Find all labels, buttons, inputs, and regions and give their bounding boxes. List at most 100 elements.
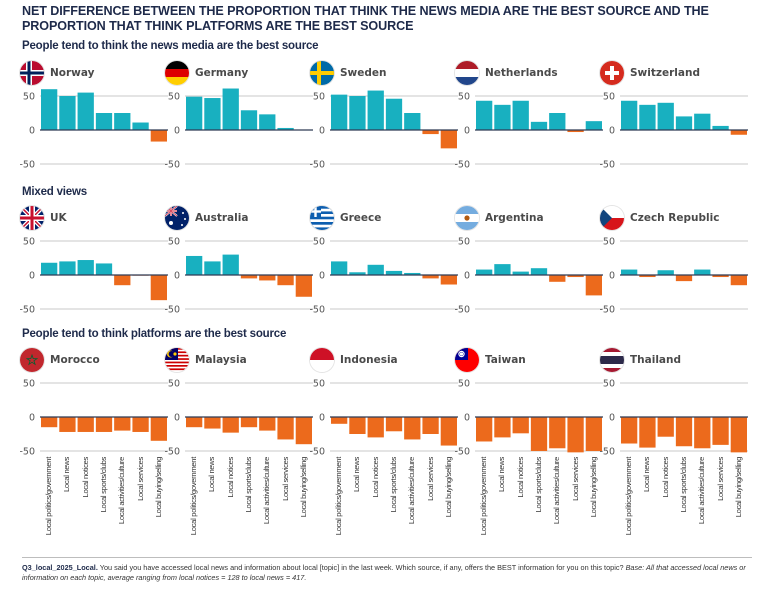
x-tick-label: Local services [425,457,435,501]
bar-local-services [422,275,439,279]
x-tick-label: Local activities/culture [262,457,272,525]
country-header: Thailand [600,347,681,373]
bar-local-notices [512,271,529,275]
footnote-question: You said you have accessed local news an… [97,563,626,572]
footnote: Q3_local_2025_Local. You said you have a… [22,563,752,583]
y-tick-label: 50 [458,237,470,248]
y-tick-label: 50 [458,379,470,390]
bar-local-activities-culture [694,417,711,449]
y-tick-label: -50 [455,447,470,458]
x-tick-label: Local politics/government [189,457,199,536]
country-panel-norway: Norway 50 0 -50 [20,60,170,170]
y-tick-label: 50 [313,92,325,103]
bar-local-news [59,96,76,130]
country-name: Switzerland [630,67,700,79]
bar-local-buying-selling [440,275,457,285]
bar-chart: 50 0 -50 [600,379,748,458]
y-tick-label: -50 [600,305,615,316]
y-tick-label: 50 [313,237,325,248]
y-tick-label: -50 [310,305,325,316]
bar-local-activities-culture [259,114,276,130]
bar-chart: 50 0 -50 [20,237,168,315]
x-tick-label: Local buying/selling [588,457,598,518]
bar-local-news [59,261,76,275]
y-tick-label: 50 [23,237,35,248]
bar-local-politics-government [186,417,203,428]
x-tick-label: Local services [135,457,145,501]
bar-local-news [204,98,221,130]
bar-local-services [132,122,149,130]
bar-local-buying-selling [730,417,747,453]
bar-local-activities-culture [549,113,566,130]
bar-local-buying-selling [295,275,312,297]
bar-local-buying-selling [150,275,167,301]
bar-local-news [59,417,76,432]
bar-local-politics-government [621,100,638,130]
y-tick-label: 0 [174,413,180,424]
y-tick-label: 50 [603,92,615,103]
x-tick-label: Local sports/clubs [244,457,253,513]
bar-local-activities-culture [114,417,131,431]
y-tick-label: -50 [165,447,180,458]
x-tick-label: Local services [280,457,290,501]
bar-local-notices [657,102,674,130]
bar-local-activities-culture [114,113,131,130]
country-panel-greece: Greece 50 0 -50 [310,205,460,315]
bar-local-buying-selling [730,130,747,135]
bar-local-buying-selling [150,130,167,142]
bar-local-notices [512,417,529,434]
country-name: UK [50,212,67,224]
bar-local-activities-culture [694,113,711,130]
x-tick-label: Local notices [660,457,670,498]
bar-chart: 50 0 -50 [455,379,603,458]
x-tick-label: Local notices [80,457,90,498]
bar-local-news [494,417,511,438]
bar-local-politics-government [186,96,203,130]
country-panel-argentina: Argentina 50 0 -50 [455,205,605,315]
y-tick-label: 0 [174,126,180,137]
bar-local-activities-culture [114,275,131,286]
x-tick-label: Local sports/clubs [99,457,108,513]
y-tick-label: 50 [458,92,470,103]
y-tick-label: -50 [455,305,470,316]
bar-local-sports-clubs [530,121,548,130]
section-heading: People tend to think the news media are … [22,40,319,52]
bar-local-news [639,104,656,130]
bar-local-politics-government [476,100,493,130]
y-tick-label: 50 [168,237,180,248]
indonesia-flag-icon [310,348,334,372]
country-panel-czech-republic: Czech Republic 50 0 -50 [600,205,750,315]
bar-local-sports-clubs [530,417,548,451]
bar-local-activities-culture [404,272,421,275]
bar-local-sports-clubs [385,417,403,432]
bar-local-notices [367,264,384,275]
netherlands-flag-icon [455,61,479,85]
country-header: Taiwan [455,347,526,373]
bar-chart: 50 0 -50 [310,90,458,170]
country-panel-taiwan: Taiwan 50 0 -50 [455,347,605,457]
country-panel-malaysia: Malaysia 50 0 -50 [165,347,315,457]
bar-local-sports-clubs [240,275,258,279]
y-tick-label: -50 [600,447,615,458]
x-tick-label: Local politics/government [624,457,634,536]
y-tick-label: 0 [29,413,35,424]
bar-local-sports-clubs [95,113,113,130]
section-heading: Mixed views [22,186,87,198]
czech-republic-flag-icon [600,206,624,230]
country-panel-germany: Germany 50 0 -50 [165,60,315,170]
bar-local-notices [657,270,674,275]
x-tick-label: Local buying/selling [298,457,308,518]
country-header: Sweden [310,60,387,86]
bar-local-services [712,275,729,278]
country-panel-sweden: Sweden 50 0 -50 [310,60,460,170]
y-tick-label: 0 [319,271,325,282]
footnote-base: Base: All that accessed local news or in… [22,563,746,582]
y-tick-label: -50 [165,160,180,171]
malaysia-flag-icon [165,348,189,372]
bar-local-buying-selling [585,417,602,451]
bar-chart: 50 0 -50 [20,379,168,457]
bar-local-buying-selling [730,275,747,286]
bar-local-news [349,272,366,275]
country-name: Malaysia [195,354,247,366]
y-tick-label: 0 [29,271,35,282]
